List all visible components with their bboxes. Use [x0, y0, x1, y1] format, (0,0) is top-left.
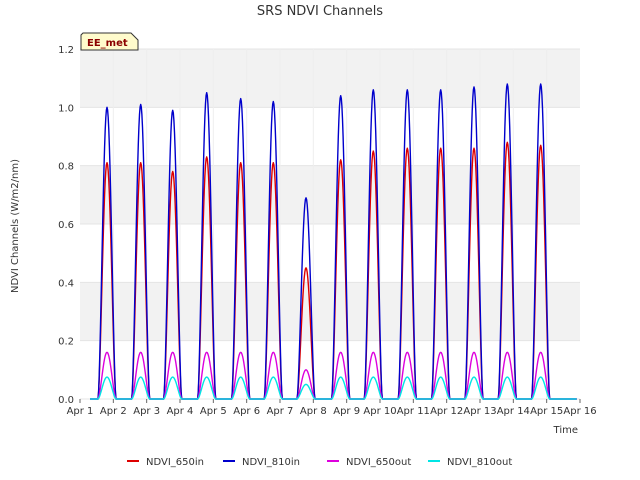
x-tick-label: Apr 15 — [530, 406, 563, 417]
series-line-ndvi-810out — [90, 376, 577, 400]
grid-band — [80, 165, 580, 224]
y-tick-label: 1.0 — [58, 103, 74, 114]
x-tick-label: Apr 8 — [300, 406, 327, 417]
chart-title: SRS NDVI Channels — [257, 4, 383, 19]
grid-bands — [80, 48, 580, 400]
y-axis-label: NDVI Channels (W/m2/nm) — [10, 159, 21, 293]
x-tick-label: Apr 1 — [67, 406, 94, 417]
y-tick-label: 0.8 — [58, 162, 74, 173]
x-tick-label: Apr 7 — [267, 406, 294, 417]
x-tick-label: Apr 6 — [233, 406, 260, 417]
x-axis-label: Time — [553, 425, 578, 436]
legend-label: NDVI_810in — [242, 457, 300, 468]
x-tick-label: Apr 9 — [333, 406, 360, 417]
x-axis-ticks: Apr 1 Apr 2 Apr 3 Apr 4 Apr 5 Apr 6 Apr 7 Apr 8… — [67, 399, 597, 417]
grid-band — [80, 49, 580, 108]
x-tick-label: Apr 12 — [430, 406, 463, 417]
x-tick-label: Apr 10 — [363, 406, 396, 417]
x-tick-label: Apr 4 — [167, 406, 194, 417]
legend-label: NDVI_810out — [447, 457, 512, 468]
grid-band — [80, 282, 580, 341]
x-tick-label: Apr 16 — [563, 406, 596, 417]
legend-label: NDVI_650in — [146, 457, 204, 468]
y-tick-label: 0.0 — [58, 395, 74, 406]
badge-label: EE_met — [87, 38, 128, 49]
x-tick-label: Apr 14 — [497, 406, 530, 417]
legend: NDVI_650in NDVI_810in NDVI_650out NDVI_810o… — [127, 457, 512, 468]
x-tick-label: Apr 5 — [200, 406, 227, 417]
x-tick-label: Apr 3 — [133, 406, 160, 417]
plot-lines — [90, 83, 577, 400]
y-tick-label: 1.2 — [58, 45, 74, 56]
x-tick-label: Apr 2 — [100, 406, 127, 417]
y-tick-label: 0.4 — [58, 278, 74, 289]
ee-met-badge: EE_met — [80, 32, 139, 51]
y-tick-label: 0.6 — [58, 220, 74, 231]
x-tick-label: Apr 11 — [397, 406, 430, 417]
y-tick-label: 0.2 — [58, 337, 74, 348]
x-tick-label: Apr 13 — [463, 406, 496, 417]
y-axis-ticks: 0.0 0.2 0.4 0.6 0.8 1.0 1.2 — [58, 45, 74, 406]
legend-label: NDVI_650out — [346, 457, 411, 468]
